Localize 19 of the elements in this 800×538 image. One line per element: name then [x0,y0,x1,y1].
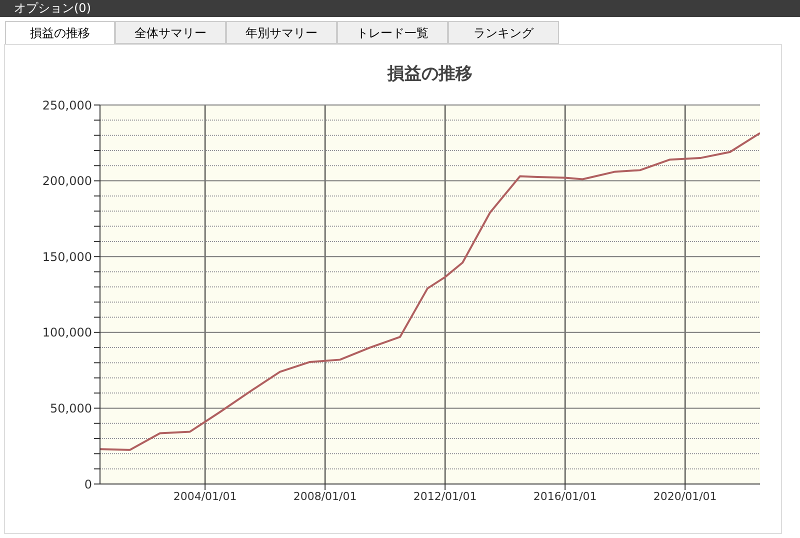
y-tick-label: 250,000 [42,98,92,112]
x-tick-label: 2020/01/01 [653,490,717,503]
y-tick-label: 50,000 [50,401,92,416]
text: ランキング [448,21,559,44]
text: 損益の推移 [5,21,115,44]
chart-title: 損益の推移 [386,63,474,85]
text: 全体サマリー [115,21,226,44]
y-tick-label: 200,000 [42,174,92,188]
x-tick-label: 2016/01/01 [533,490,597,503]
line-series [100,132,760,451]
y-tick-label: 0 [84,477,92,492]
y-tick-label: 150,000 [42,250,92,264]
text: オプション(0) [0,0,800,17]
text: トレード一覧 [337,21,448,44]
x-tick-label: 2012/01/01 [413,490,477,503]
x-tick-label: 2008/01/01 [293,490,357,503]
text: 年別サマリー [226,21,337,44]
x-tick-label: 2004/01/01 [173,490,237,503]
y-tick-label: 100,000 [42,326,92,340]
